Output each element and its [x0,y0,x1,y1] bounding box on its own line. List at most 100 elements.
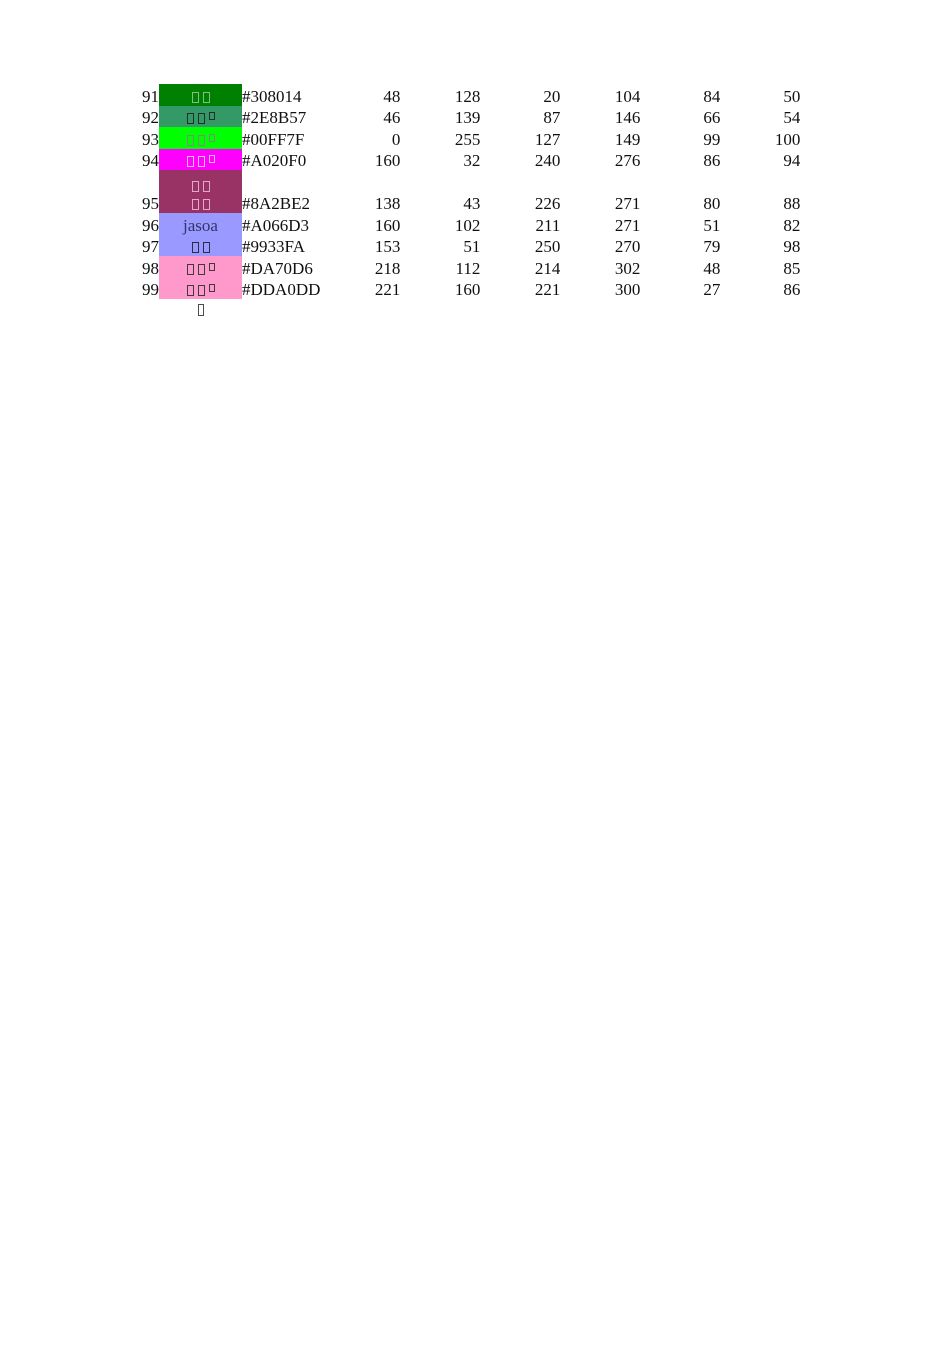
value-cell[interactable]: 160 [374,215,401,235]
value-cell[interactable]: 87 [543,108,561,127]
value-cell[interactable] [480,299,560,319]
row-number-cell[interactable]: 92 [142,108,159,127]
value-cell[interactable]: 211 [535,215,561,235]
value-cell[interactable]: 218 [374,258,401,278]
value-cell[interactable]: 99 [703,129,721,149]
value-cell[interactable]: 32 [463,151,481,170]
value-cell[interactable]: 102 [454,215,481,235]
value-cell[interactable]: 149 [614,129,641,149]
value-cell[interactable]: 250 [534,237,561,256]
value-cell[interactable]: 270 [614,237,641,256]
hex-code-cell[interactable] [242,299,320,319]
value-cell[interactable]: 127 [534,129,561,149]
value-cell[interactable]: 153 [374,237,401,256]
value-cell[interactable]: 94 [783,151,801,170]
value-cell[interactable]: 271 [614,215,641,235]
row-number-cell[interactable]: 93 [142,129,159,149]
color-swatch-cell[interactable] [159,170,242,213]
value-cell[interactable]: 43 [463,194,481,213]
row-number-cell[interactable]: 96 [142,215,159,235]
value-cell[interactable] [560,299,640,319]
value-cell[interactable] [400,299,480,319]
value-cell[interactable]: 80 [703,194,721,213]
value-cell[interactable]: 112 [455,258,481,278]
value-cell[interactable]: 20 [543,86,561,106]
value-cell[interactable]: 300 [614,280,641,299]
tofu-box-icon [202,181,210,192]
color-swatch-cell[interactable] [159,148,242,170]
value-cell[interactable]: 221 [374,280,401,299]
hex-code-cell[interactable]: #308014 [242,86,302,106]
value-cell[interactable]: 160 [454,280,481,299]
value-cell[interactable]: 221 [534,280,561,299]
row-number-cell[interactable]: 95 [142,194,159,213]
value-cell[interactable]: 50 [783,86,801,106]
footer-glyph-cell[interactable] [159,299,242,319]
value-cell[interactable]: 51 [463,237,481,256]
table-row: 94 #A020F0 160 32 240 276 86 94 [123,148,801,170]
value-cell[interactable]: 138 [374,194,401,213]
value-cell[interactable]: 88 [783,194,801,213]
value-cell[interactable]: 48 [383,86,401,106]
value-cell[interactable]: 82 [783,215,801,235]
value-cell[interactable] [720,299,800,319]
value-cell[interactable]: 146 [614,108,641,127]
color-table-body: 91 #308014 48 128 20 104 84 50 92 #2E8B57 46 139 87 1… [123,84,800,319]
value-cell[interactable]: 48 [703,258,721,278]
hex-code-cell[interactable]: #DA70D6 [242,258,313,278]
color-swatch-cell[interactable] [159,277,242,299]
value-cell[interactable]: 54 [783,108,801,127]
value-cell[interactable] [640,299,720,319]
row-number-cell[interactable]: 94 [142,151,159,170]
tofu-box-icon [197,263,205,275]
row-number-cell[interactable]: 97 [142,237,159,256]
value-cell[interactable]: 51 [703,215,721,235]
value-cell[interactable]: 27 [703,280,721,299]
tofu-box-small-icon [208,155,215,163]
row-number-cell[interactable]: 99 [142,280,159,299]
row-number-cell[interactable] [123,299,159,319]
value-cell[interactable]: 271 [614,194,641,213]
tofu-box-icon [202,91,210,103]
value-cell[interactable]: 98 [783,237,801,256]
value-cell[interactable]: 240 [534,151,561,170]
missing-glyph-label [190,87,212,106]
missing-glyph-label [159,177,242,213]
value-cell[interactable]: 66 [703,108,721,127]
hex-code-cell[interactable]: #8A2BE2 [242,194,310,213]
color-swatch-cell[interactable] [159,105,242,127]
tofu-box-icon [197,285,205,296]
value-cell[interactable]: 104 [614,86,641,106]
value-cell[interactable]: 139 [454,108,481,127]
value-cell[interactable]: 128 [454,86,481,106]
value-cell[interactable]: 46 [383,108,401,127]
value-cell[interactable]: 160 [374,151,401,170]
value-cell[interactable] [320,299,400,319]
value-cell[interactable]: 276 [614,151,641,170]
color-swatch-cell[interactable] [159,256,242,278]
value-cell[interactable]: 226 [534,194,561,213]
color-swatch-cell[interactable] [159,127,242,149]
hex-code-cell[interactable]: #2E8B57 [242,108,307,127]
value-cell[interactable]: 302 [614,258,641,278]
hex-code-cell[interactable]: #9933FA [242,237,305,256]
hex-code-cell[interactable]: #A020F0 [242,151,307,170]
value-cell[interactable]: 85 [783,258,801,278]
value-cell[interactable]: 84 [703,86,721,106]
color-swatch-cell[interactable]: jasoa [159,213,242,235]
color-table: 91 #308014 48 128 20 104 84 50 92 #2E8B57 46 139 87 1… [123,84,800,319]
value-cell[interactable]: 255 [454,129,481,149]
color-swatch-cell[interactable] [159,234,242,256]
value-cell[interactable]: 100 [774,129,801,149]
color-swatch-cell[interactable] [159,84,242,106]
value-cell[interactable]: 86 [783,280,801,299]
value-cell[interactable]: 86 [703,151,721,170]
hex-code-cell[interactable]: #DDA0DD [242,280,321,299]
value-cell[interactable]: 214 [534,258,561,278]
value-cell[interactable]: 79 [703,237,721,256]
row-number-cell[interactable]: 98 [142,258,159,278]
hex-code-cell[interactable]: #A066D3 [242,215,310,235]
row-number-cell[interactable]: 91 [142,86,159,106]
hex-code-cell[interactable]: #00FF7F [242,129,305,149]
value-cell[interactable]: 0 [391,129,401,149]
